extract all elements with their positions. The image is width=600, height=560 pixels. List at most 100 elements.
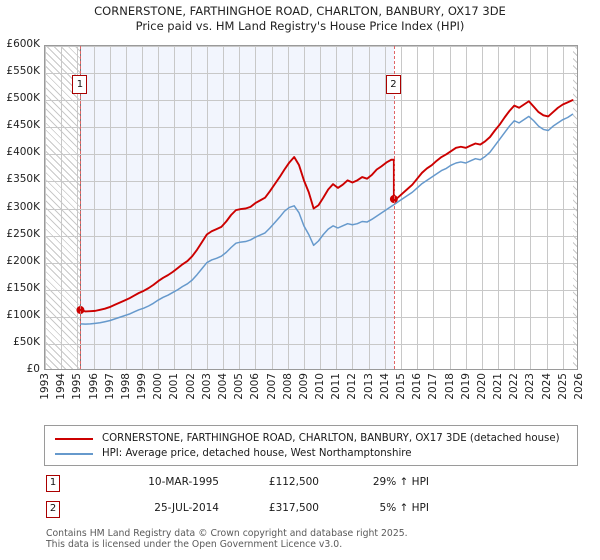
y-axis-tick-label: £400K — [6, 146, 40, 159]
sale-hpi-delta-1: 29% ↑ HPI — [372, 476, 429, 488]
x-axis-tick-label: 2024 — [540, 373, 553, 400]
series-line-property — [79, 99, 574, 313]
gridline-vertical — [126, 46, 127, 369]
y-axis-tick-label: £550K — [6, 65, 40, 78]
gridline-vertical — [158, 46, 159, 369]
no-data-hatch-region — [572, 46, 577, 369]
gridline-vertical — [174, 46, 175, 369]
gridline-vertical — [110, 46, 111, 369]
x-axis-tick-label: 2009 — [297, 373, 310, 400]
x-axis-tick-label: 2025 — [556, 373, 569, 400]
gridline-vertical — [336, 46, 337, 369]
legend-label-property: CORNERSTONE, FARTHINGHOE ROAD, CHARLTON,… — [102, 433, 560, 444]
x-axis-tick-label: 2006 — [249, 373, 262, 400]
x-axis-tick-label: 2019 — [459, 373, 472, 400]
gridline-vertical — [77, 46, 78, 369]
gridline-horizontal — [45, 154, 577, 155]
footer-attribution: Contains HM Land Registry data © Crown c… — [46, 528, 586, 550]
gridline-vertical — [547, 46, 548, 369]
x-axis-tick-label: 2021 — [492, 373, 505, 400]
gridline-vertical — [482, 46, 483, 369]
x-axis-tick-label: 1997 — [103, 373, 116, 400]
no-data-hatch-region — [45, 46, 81, 369]
legend-item-hpi: HPI: Average price, detached house, West… — [45, 446, 577, 461]
gridline-vertical — [514, 46, 515, 369]
gridline-vertical — [401, 46, 402, 369]
gridline-vertical — [223, 46, 224, 369]
gridline-horizontal — [45, 236, 577, 237]
x-axis-tick-label: 2020 — [475, 373, 488, 400]
x-axis-tick-label: 2017 — [427, 373, 440, 400]
page-title: CORNERSTONE, FARTHINGHOE ROAD, CHARLTON,… — [0, 4, 600, 34]
x-axis-tick-label: 2010 — [314, 373, 327, 400]
x-axis-tick-label: 2016 — [411, 373, 424, 400]
x-axis-tick-label: 2022 — [508, 373, 521, 400]
sale-marker-line-2 — [393, 46, 395, 369]
gridline-horizontal — [45, 263, 577, 264]
gridline-horizontal — [45, 344, 577, 345]
legend-item-property: CORNERSTONE, FARTHINGHOE ROAD, CHARLTON,… — [45, 431, 577, 446]
gridline-horizontal — [45, 209, 577, 210]
chart-legend: CORNERSTONE, FARTHINGHOE ROAD, CHARLTON,… — [44, 425, 578, 466]
x-axis-tick-label: 2002 — [184, 373, 197, 400]
footer-line-2: This data is licensed under the Open Gov… — [46, 538, 343, 550]
sale-marker-box-1[interactable]: 1 — [72, 75, 88, 94]
x-axis-tick-label: 2012 — [346, 373, 359, 400]
x-axis-tick-label: 1993 — [39, 373, 51, 400]
gridline-horizontal — [45, 317, 577, 318]
gridline-vertical — [61, 46, 62, 369]
sales-table: 1 10-MAR-1995 £112,500 29% ↑ HPI 2 25-JU… — [44, 473, 578, 525]
gridline-vertical — [466, 46, 467, 369]
gridline-horizontal — [45, 46, 577, 47]
gridline-vertical — [239, 46, 240, 369]
gridline-vertical — [142, 46, 143, 369]
table-row[interactable]: 2 25-JUL-2014 £317,500 5% ↑ HPI — [44, 499, 578, 525]
gridline-vertical — [255, 46, 256, 369]
table-row[interactable]: 1 10-MAR-1995 £112,500 29% ↑ HPI — [44, 473, 578, 499]
x-axis-tick-label: 1998 — [119, 373, 132, 400]
legend-label-hpi: HPI: Average price, detached house, West… — [102, 448, 412, 459]
gridline-vertical — [450, 46, 451, 369]
sale-marker-box-2[interactable]: 2 — [385, 75, 401, 94]
sale-date-2: 25-JUL-2014 — [154, 502, 219, 514]
x-axis-tick-label: 1999 — [136, 373, 149, 400]
gridline-vertical — [498, 46, 499, 369]
x-axis-tick-label: 2013 — [362, 373, 375, 400]
gridline-vertical — [530, 46, 531, 369]
gridline-vertical — [352, 46, 353, 369]
title-line-1: CORNERSTONE, FARTHINGHOE ROAD, CHARLTON,… — [94, 4, 506, 18]
y-axis-tick-label: £150K — [6, 281, 40, 294]
x-axis-tick-label: 2026 — [573, 373, 585, 400]
chart-grid — [45, 46, 577, 369]
x-axis-tick-label: 2011 — [330, 373, 343, 400]
x-axis-tick-label: 1995 — [71, 373, 84, 400]
sale-index-2: 2 — [46, 501, 60, 518]
gridline-horizontal — [45, 127, 577, 128]
x-axis-tick-label: 2018 — [443, 373, 456, 400]
sale-marker-line-1 — [80, 46, 82, 369]
gridline-horizontal — [45, 100, 577, 101]
y-axis-tick-label: £350K — [6, 173, 40, 186]
x-axis-tick-label: 2008 — [281, 373, 294, 400]
x-axis-tick-label: 2014 — [378, 373, 391, 400]
x-axis-tick-label: 2007 — [265, 373, 278, 400]
gridline-horizontal — [45, 73, 577, 74]
series-lines — [76, 99, 574, 325]
gridline-vertical — [94, 46, 95, 369]
ownership-period-band — [80, 46, 394, 369]
gridline-vertical — [385, 46, 386, 369]
sale-hpi-delta-2: 5% ↑ HPI — [379, 502, 429, 514]
x-axis-tick-label: 2001 — [168, 373, 181, 400]
sale-index-1: 1 — [46, 475, 60, 492]
y-axis-tick-label: £300K — [6, 200, 40, 213]
x-axis-tick-label: 2000 — [152, 373, 165, 400]
x-axis-tick-label: 2005 — [233, 373, 246, 400]
title-line-2: Price paid vs. HM Land Registry's House … — [135, 19, 465, 33]
x-axis-tick-label: 2015 — [395, 373, 407, 400]
y-axis-tick-label: £250K — [6, 227, 40, 240]
gridline-vertical — [417, 46, 418, 369]
x-axis-tick-label: 1996 — [87, 373, 100, 400]
chart-plot-area — [44, 45, 578, 370]
gridline-vertical — [207, 46, 208, 369]
